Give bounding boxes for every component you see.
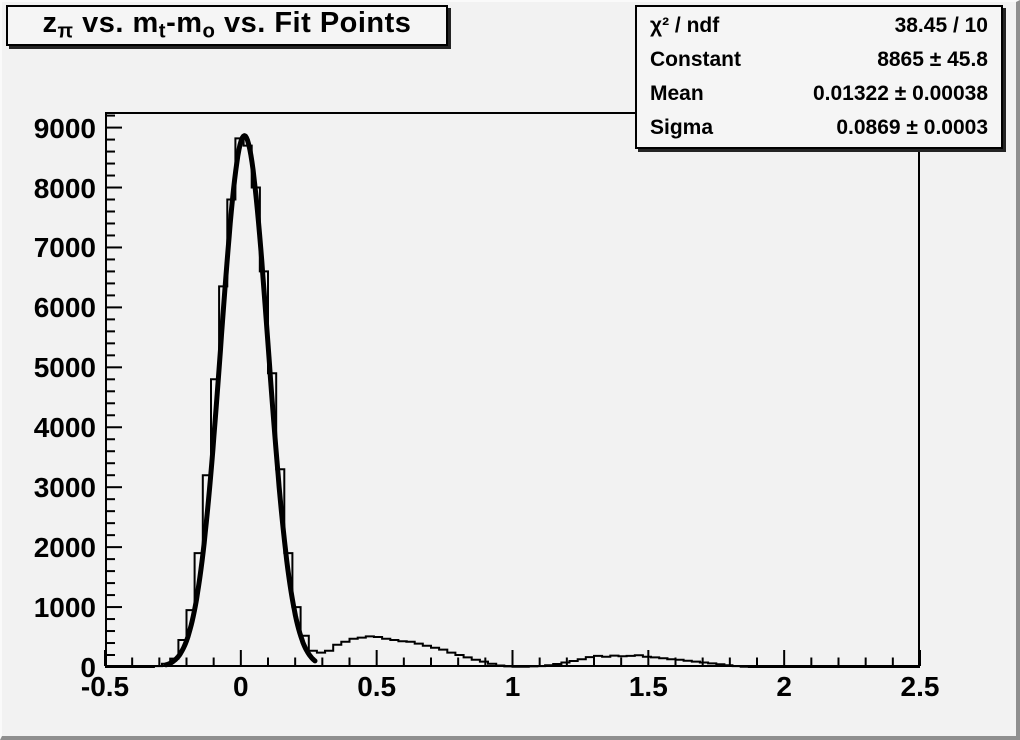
axis-ticks — [104, 114, 921, 668]
chi2-label: χ² / ndf — [650, 14, 720, 37]
title-segment: z — [42, 7, 58, 40]
title-segment: vs. Fit Points — [215, 7, 412, 40]
y-tick-label: 0 — [80, 652, 96, 683]
stats-row-constant: Constant 8865 ± 45.8 — [637, 43, 1001, 77]
mean-value: 0.01322 ± 0.00038 — [812, 82, 988, 105]
x-tick-label: 1.5 — [628, 671, 668, 702]
title-segment: -m — [166, 7, 203, 40]
sigma-label: Sigma — [650, 116, 714, 139]
plot-frame — [105, 112, 920, 667]
title-subscript: o — [202, 20, 216, 43]
stats-row-chi2: χ² / ndf 38.45 / 10 — [637, 9, 1001, 43]
histogram-line — [105, 137, 920, 668]
sigma-value: 0.0869 ± 0.0003 — [836, 116, 988, 139]
y-tick-label: 4000 — [33, 412, 96, 444]
stats-box: χ² / ndf 38.45 / 10 Constant 8865 ± 45.8… — [635, 5, 1003, 149]
constant-value: 8865 ± 45.8 — [877, 48, 988, 71]
x-tick-label: -0.5 — [80, 671, 130, 702]
title-subscript: π — [57, 20, 74, 43]
x-tick-label: 0 — [233, 671, 249, 702]
y-tick-label: 7000 — [33, 232, 96, 264]
mean-label: Mean — [650, 82, 704, 105]
fit-curve — [163, 133, 318, 668]
stats-row-sigma: Sigma 0.0869 ± 0.0003 — [637, 111, 1001, 145]
y-tick-label: 6000 — [33, 292, 96, 324]
title-box: zπ vs. mt-mo vs. Fit Points — [6, 5, 448, 46]
y-tick-label: 5000 — [33, 352, 96, 384]
x-tick-label: 2 — [776, 671, 792, 702]
page-title: zπ vs. mt-mo vs. Fit Points — [43, 7, 412, 44]
y-tick-label: 3000 — [33, 472, 96, 504]
y-tick-label: 1000 — [33, 592, 96, 624]
stats-row-mean: Mean 0.01322 ± 0.00038 — [637, 77, 1001, 111]
y-tick-label: 9000 — [33, 112, 96, 144]
x-tick-label: 2.5 — [900, 671, 940, 702]
chi2-value: 38.45 / 10 — [894, 14, 988, 37]
y-tick-label: 2000 — [33, 532, 96, 564]
title-subscript: t — [158, 20, 167, 43]
constant-label: Constant — [650, 48, 741, 71]
title-segment: vs. m — [73, 7, 159, 40]
x-tick-label: 1 — [504, 671, 521, 702]
y-tick-label: 8000 — [33, 172, 96, 204]
plot-area — [104, 112, 921, 668]
x-tick-label: 0.5 — [357, 671, 397, 702]
